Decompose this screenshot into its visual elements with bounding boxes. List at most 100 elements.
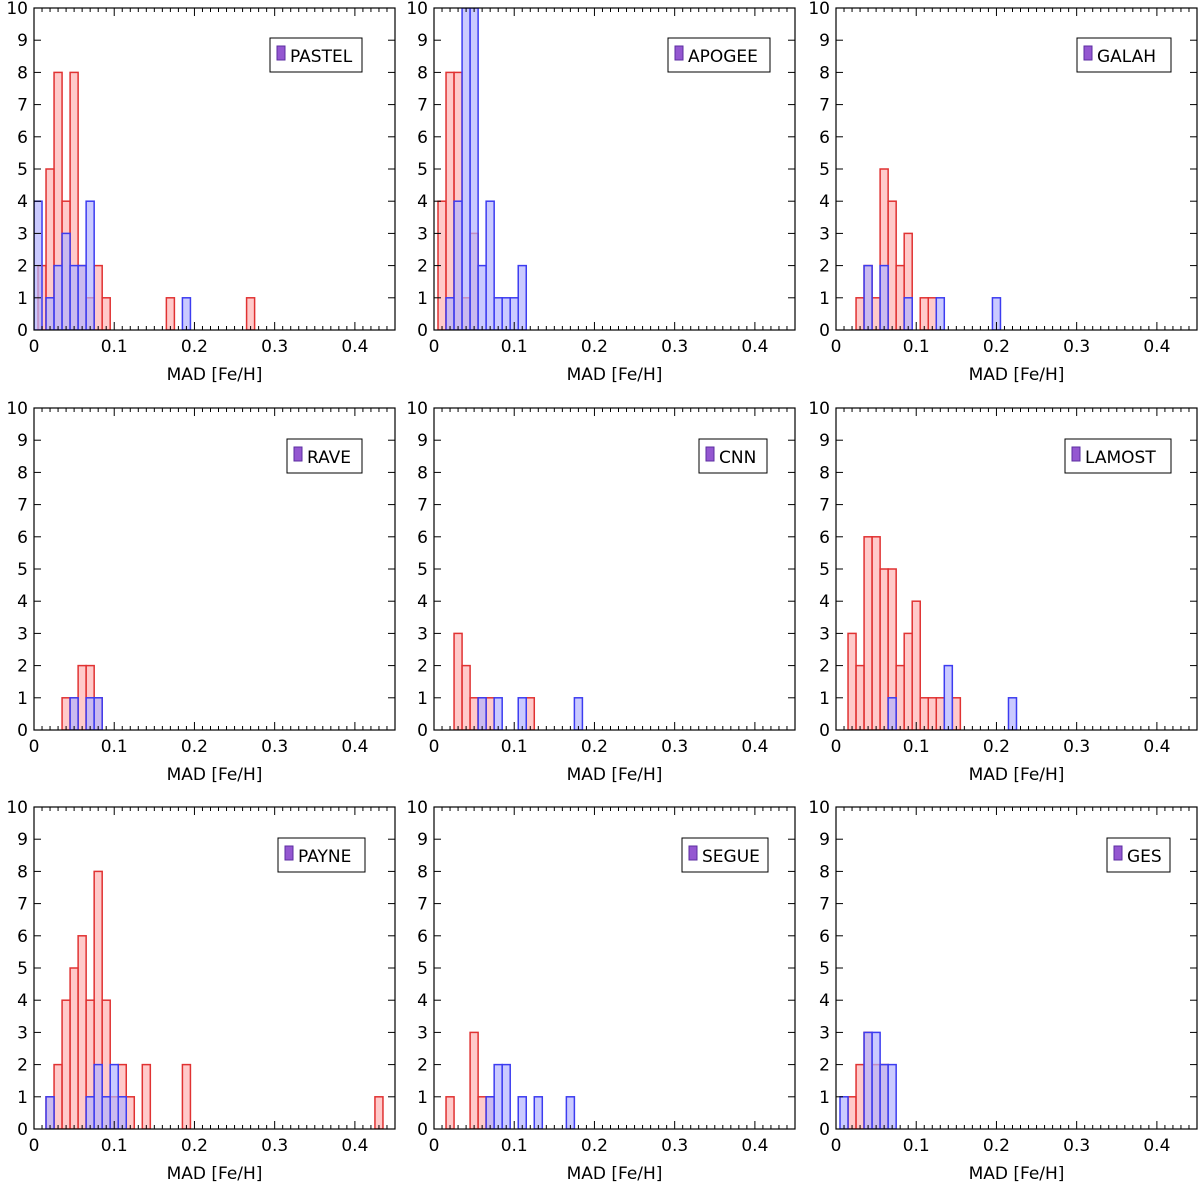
bar-blue (461, 8, 471, 330)
x-tick-label: 0 (29, 737, 40, 757)
bar-blue (863, 264, 873, 330)
bar-red (895, 264, 905, 330)
legend-label: GES (1127, 847, 1162, 867)
bars-group (847, 536, 1018, 730)
y-tick-label: 4 (819, 592, 830, 612)
x-tick-label: 0.2 (581, 1136, 608, 1156)
y-tick-label: 7 (17, 96, 28, 116)
bar-blue (871, 1031, 881, 1129)
legend-swatch (284, 845, 294, 861)
bar-red (69, 967, 79, 1129)
x-tick-label: 0.3 (1063, 737, 1090, 757)
y-tick-label: 3 (819, 224, 830, 244)
y-tick-label: 5 (17, 160, 28, 180)
panel-galah: 0 1 2 3 4 5 6 7 8 9 10 0 0.1 0.2 0.3 0.4 MAD [Fe/H] GALAH (808, 0, 1198, 385)
x-tick-label: 0 (429, 1136, 440, 1156)
y-tick-label: 0 (417, 321, 428, 341)
y-tick-label: 7 (819, 895, 830, 915)
x-tick-label: 0.3 (261, 1136, 288, 1156)
legend-swatch (1083, 45, 1093, 61)
x-axis-label: MAD [Fe/H] (969, 1164, 1065, 1184)
y-tick-label: 2 (417, 657, 428, 677)
x-axis-label: MAD [Fe/H] (969, 365, 1065, 385)
bar-blue (469, 8, 479, 330)
legend-label: APOGEE (688, 47, 758, 67)
bar-red (469, 697, 479, 730)
bar-red (69, 71, 79, 330)
legend: CNN (698, 438, 768, 474)
y-tick-label: 8 (819, 862, 830, 882)
y-tick-label: 6 (417, 128, 428, 148)
y-tick-label: 0 (17, 321, 28, 341)
bar-blue (863, 1031, 873, 1129)
legend: SEGUE (681, 837, 769, 873)
x-tick-label: 0 (831, 337, 842, 357)
bar-blue (935, 297, 946, 330)
y-tick-label: 10 (406, 399, 428, 419)
legend-label: PAYNE (298, 847, 351, 867)
bar-red (61, 999, 71, 1129)
bar-red (61, 697, 71, 730)
legend-swatch (674, 45, 684, 61)
y-tick-label: 7 (17, 895, 28, 915)
x-tick-label: 0.2 (983, 737, 1010, 757)
bar-blue (109, 1063, 119, 1129)
bar-blue (903, 297, 913, 330)
y-tick-label: 5 (819, 560, 830, 580)
bar-blue (85, 200, 95, 330)
y-tick-label: 9 (819, 431, 830, 451)
y-tick-label: 3 (417, 624, 428, 644)
x-tick-label: 0.1 (903, 737, 930, 757)
y-tick-label: 4 (819, 991, 830, 1011)
bar-blue (445, 297, 455, 330)
y-tick-label: 4 (17, 991, 28, 1011)
x-tick-label: 0.4 (741, 737, 768, 757)
y-tick-label: 0 (417, 1120, 428, 1140)
x-axis-label: MAD [Fe/H] (567, 365, 663, 385)
x-tick-label: 0 (831, 737, 842, 757)
y-tick-label: 1 (17, 1088, 28, 1108)
y-tick-label: 1 (819, 1088, 830, 1108)
x-tick-label: 0.1 (101, 1136, 128, 1156)
y-tick-label: 1 (417, 1088, 428, 1108)
x-tick-label: 0 (831, 1136, 842, 1156)
bar-blue (53, 264, 63, 330)
y-tick-label: 9 (17, 431, 28, 451)
x-tick-label: 0.3 (661, 337, 688, 357)
bar-red (935, 697, 946, 730)
y-tick-label: 1 (819, 289, 830, 309)
y-tick-label: 1 (17, 689, 28, 709)
y-tick-label: 8 (417, 862, 428, 882)
y-tick-label: 2 (17, 657, 28, 677)
legend-box (1076, 37, 1172, 73)
bars-group (61, 664, 103, 730)
panel-segue: 0 1 2 3 4 5 6 7 8 9 10 0 0.1 0.2 0.3 0.4 MAD [Fe/H] SEGUE (406, 798, 796, 1184)
legend-box (667, 37, 771, 73)
y-tick-label: 5 (417, 560, 428, 580)
y-tick-label: 8 (17, 463, 28, 483)
y-tick-label: 7 (819, 496, 830, 516)
bar-blue (493, 1063, 503, 1129)
y-tick-label: 1 (17, 289, 28, 309)
x-tick-label: 0.2 (581, 737, 608, 757)
y-tick-label: 2 (17, 257, 28, 277)
bar-blue (485, 1096, 495, 1129)
y-tick-label: 4 (417, 192, 428, 212)
bar-blue (477, 697, 487, 730)
x-tick-label: 0.3 (661, 737, 688, 757)
bar-blue (1007, 697, 1018, 730)
y-tick-label: 4 (819, 192, 830, 212)
bar-blue (45, 1096, 55, 1129)
bar-red (181, 1063, 192, 1129)
y-tick-label: 6 (17, 927, 28, 947)
bar-blue (879, 264, 889, 330)
y-tick-label: 5 (417, 160, 428, 180)
x-tick-label: 0.3 (261, 737, 288, 757)
bar-red (919, 297, 930, 330)
y-tick-label: 0 (417, 721, 428, 741)
y-tick-label: 8 (819, 63, 830, 83)
bar-red (101, 297, 111, 330)
y-tick-label: 8 (819, 463, 830, 483)
bar-red (887, 568, 897, 730)
